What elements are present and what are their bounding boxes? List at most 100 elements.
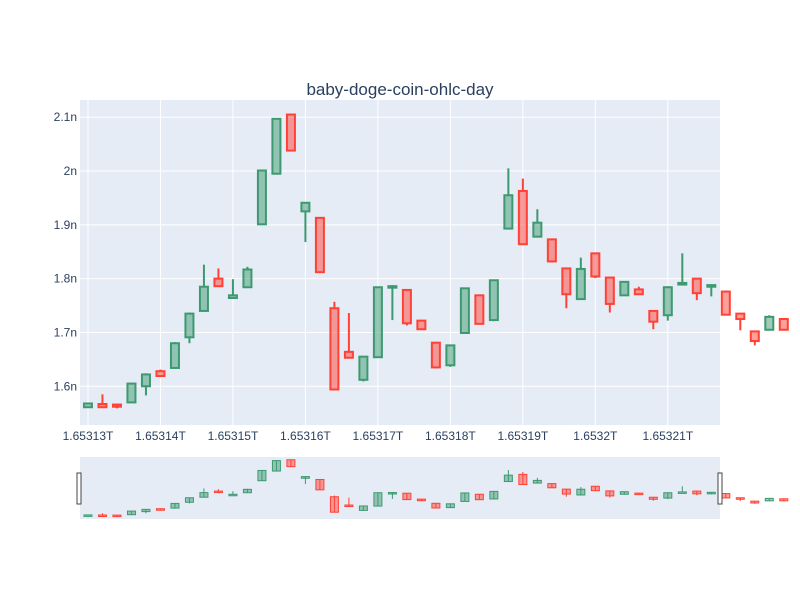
candle-body [706, 284, 717, 288]
mini-candle [242, 488, 252, 494]
candle-body [300, 201, 311, 213]
candle-body [430, 341, 441, 369]
y-tick-label: 2n [64, 164, 77, 178]
mini-candle [590, 485, 600, 492]
candle-body [662, 286, 673, 317]
mini-candle [199, 488, 209, 498]
mini-candle-body [677, 491, 687, 494]
mini-candle [445, 503, 455, 509]
mini-candle [344, 497, 354, 508]
mini-candle-body [532, 479, 542, 484]
candle-body [314, 216, 325, 274]
mini-candle [315, 478, 325, 491]
mini-candle-body [141, 508, 151, 513]
candle-body [169, 342, 180, 369]
candle-body [488, 279, 499, 322]
mini-candle-body [286, 459, 296, 468]
y-tick-label: 2.1n [54, 110, 77, 124]
range-slider-left-handle[interactable] [76, 472, 82, 505]
candle-body [532, 221, 543, 238]
candle-increasing [503, 168, 514, 230]
candle-decreasing [416, 319, 427, 331]
mini-candle [619, 491, 629, 495]
candle-increasing [619, 280, 630, 297]
mini-candle-body [489, 490, 499, 500]
mini-candle [257, 469, 267, 482]
x-axis: 1.65313T 1.65314T 1.65315T 1.65316T 1.65317T… [63, 429, 694, 443]
mini-candle [213, 489, 223, 494]
mini-candle [474, 493, 484, 501]
mini-candle-body [97, 514, 107, 517]
mini-candle-body [242, 488, 252, 494]
candle-increasing [227, 279, 238, 300]
mini-candle-body [155, 508, 165, 511]
range-slider-right-handle[interactable] [717, 472, 723, 505]
candle-body [517, 189, 528, 246]
mini-candle [489, 490, 499, 500]
candle-body [126, 382, 137, 404]
mini-candle-body [561, 488, 571, 495]
mini-candle [648, 496, 658, 501]
mini-candle-body [518, 473, 528, 486]
mini-candle-body [648, 496, 658, 500]
candle-decreasing [155, 369, 166, 378]
candle-body [604, 276, 615, 305]
mini-candle-body [83, 514, 93, 517]
mini-candle [228, 491, 238, 497]
mini-candle [431, 502, 441, 509]
candle-increasing [662, 286, 673, 321]
mini-candle-body [474, 493, 484, 501]
candle-body [184, 312, 195, 339]
candle-body [401, 288, 412, 325]
candle-body [445, 344, 456, 367]
mini-candle [83, 514, 93, 517]
mini-candle-body [634, 492, 644, 496]
candle-increasing [372, 286, 383, 359]
mini-candle [97, 513, 107, 517]
candle-increasing [169, 342, 180, 369]
candle-increasing [242, 266, 253, 289]
candle-increasing [184, 312, 195, 344]
candle-decreasing [111, 403, 122, 409]
x-tick-label: 1.65318T [425, 429, 476, 443]
mini-candle-body [619, 491, 629, 495]
candle-body [358, 355, 369, 381]
candle-body [561, 267, 572, 296]
mini-candle-body [257, 469, 267, 482]
mini-candle-body [663, 492, 673, 499]
y-tick-label: 1.9n [54, 218, 77, 232]
candle-increasing [387, 285, 398, 321]
candle-decreasing [546, 238, 557, 263]
mini-candle [634, 492, 644, 496]
candle-increasing [532, 209, 543, 238]
candle-body [198, 285, 209, 312]
candle-increasing [140, 373, 151, 396]
mini-candle [750, 500, 760, 504]
mini-candle-body [387, 492, 397, 495]
mini-candle-body [126, 510, 136, 516]
mini-candle [387, 492, 397, 499]
candle-decreasing [604, 276, 615, 313]
candle-body [271, 117, 282, 175]
candle-body [749, 330, 760, 343]
candle-body [242, 268, 253, 289]
candle-body [503, 194, 514, 230]
mini-candle [460, 492, 470, 502]
candle-body [546, 238, 557, 263]
mini-candle-body [735, 497, 745, 500]
candle-increasing [764, 315, 775, 331]
candle-body [778, 317, 789, 331]
range-slider-preview [83, 459, 789, 518]
mini-candle [358, 505, 368, 511]
mini-candle-body [431, 502, 441, 509]
mini-candle [663, 492, 673, 500]
mini-candle [112, 514, 122, 518]
candlestick-series [82, 113, 789, 409]
range-slider[interactable] [80, 457, 720, 519]
candle-increasing [82, 402, 93, 409]
candle-decreasing [749, 330, 760, 346]
candle-decreasing [97, 394, 108, 409]
candle-body [575, 267, 586, 301]
mini-candle-body [576, 488, 586, 496]
candle-body [329, 307, 340, 391]
